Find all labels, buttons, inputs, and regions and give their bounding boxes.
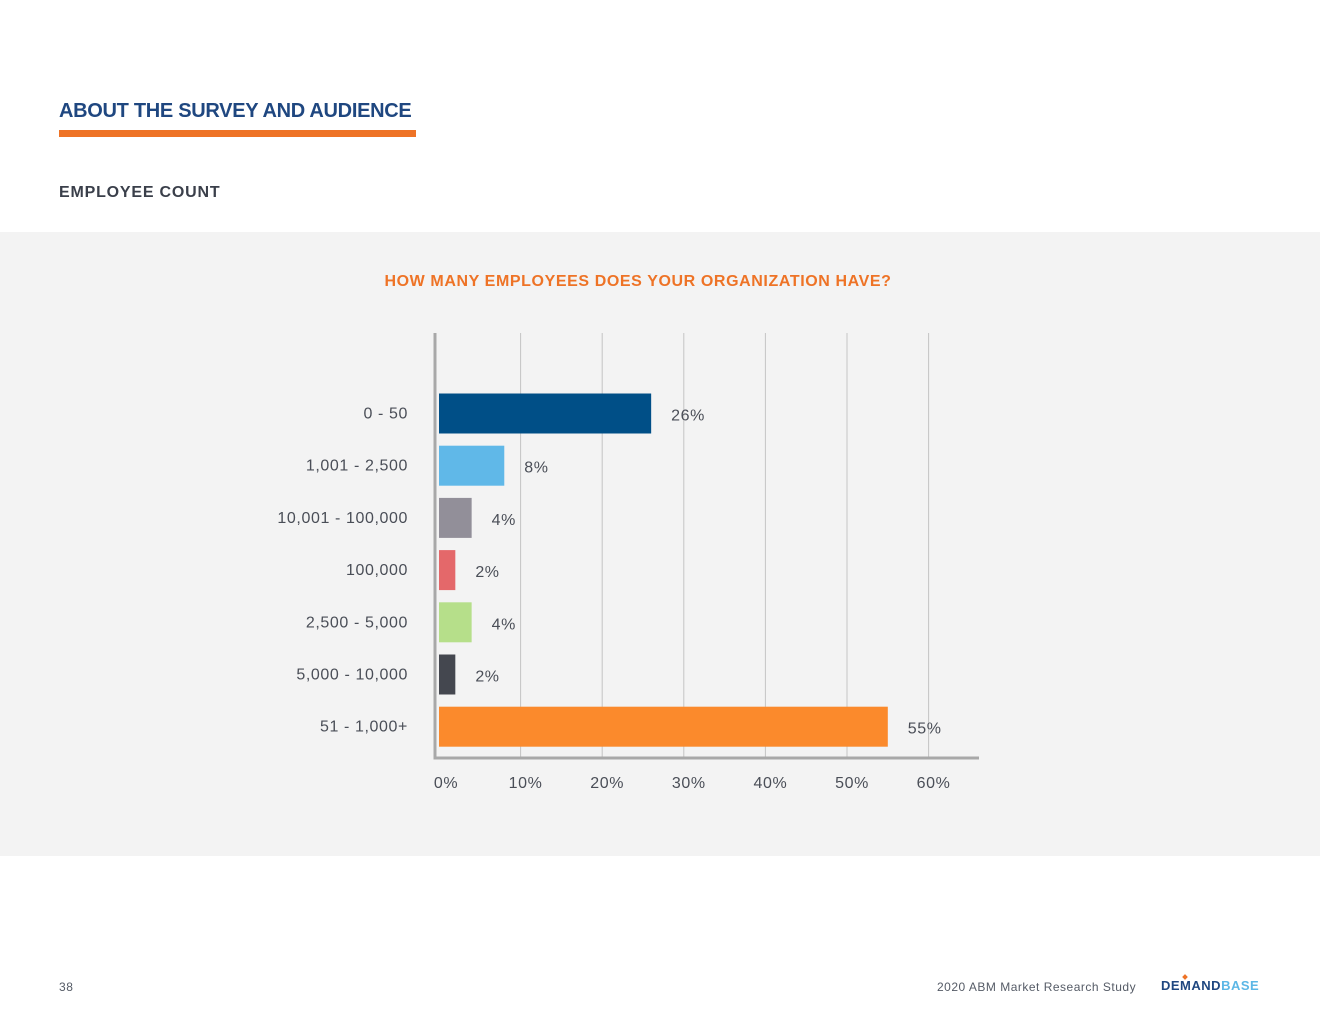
bar-3 xyxy=(439,550,456,591)
category-label-3: 100,000 xyxy=(346,562,408,579)
chart-panel xyxy=(0,232,1320,856)
value-label-1: 8% xyxy=(524,460,548,477)
x-tick-label-5: 50% xyxy=(835,775,869,792)
chart-subtitle: EMPLOYEE COUNT xyxy=(59,184,221,201)
value-label-2: 4% xyxy=(492,512,516,529)
value-label-4: 4% xyxy=(492,616,516,633)
value-label-5: 2% xyxy=(475,669,499,686)
category-label-0: 0 - 50 xyxy=(363,406,408,423)
chart-title: HOW MANY EMPLOYEES DOES YOUR ORGANIZATIO… xyxy=(384,273,892,290)
value-label-6: 55% xyxy=(908,721,942,738)
bar-1 xyxy=(439,445,505,486)
category-label-2: 10,001 - 100,000 xyxy=(277,510,408,527)
x-tick-label-1: 10% xyxy=(509,775,543,792)
x-tick-label-2: 20% xyxy=(590,775,624,792)
bar-4 xyxy=(439,602,472,643)
section-underline xyxy=(59,130,416,137)
section-title: ABOUT THE SURVEY AND AUDIENCE xyxy=(59,100,412,122)
demandbase-logo: DEMANDBASE xyxy=(1161,974,1260,993)
category-label-6: 51 - 1,000+ xyxy=(320,719,408,736)
category-label-5: 5,000 - 10,000 xyxy=(296,667,408,684)
bar-2 xyxy=(439,497,472,538)
bar-0 xyxy=(439,393,652,434)
category-label-1: 1,001 - 2,500 xyxy=(306,458,408,475)
page-number: 38 xyxy=(59,980,74,994)
category-label-4: 2,500 - 5,000 xyxy=(306,614,408,631)
study-title: 2020 ABM Market Research Study xyxy=(937,980,1137,994)
bar-5 xyxy=(439,654,456,695)
value-label-3: 2% xyxy=(475,564,499,581)
logo-text-base: BASE xyxy=(1221,978,1260,993)
value-label-0: 26% xyxy=(671,408,705,425)
x-tick-label-4: 40% xyxy=(753,775,787,792)
bar-6 xyxy=(439,706,888,747)
x-tick-label-0: 0% xyxy=(434,775,458,792)
x-tick-label-3: 30% xyxy=(672,775,706,792)
x-tick-label-6: 60% xyxy=(917,775,951,792)
logo-text-demand: DEMAND xyxy=(1161,978,1222,993)
